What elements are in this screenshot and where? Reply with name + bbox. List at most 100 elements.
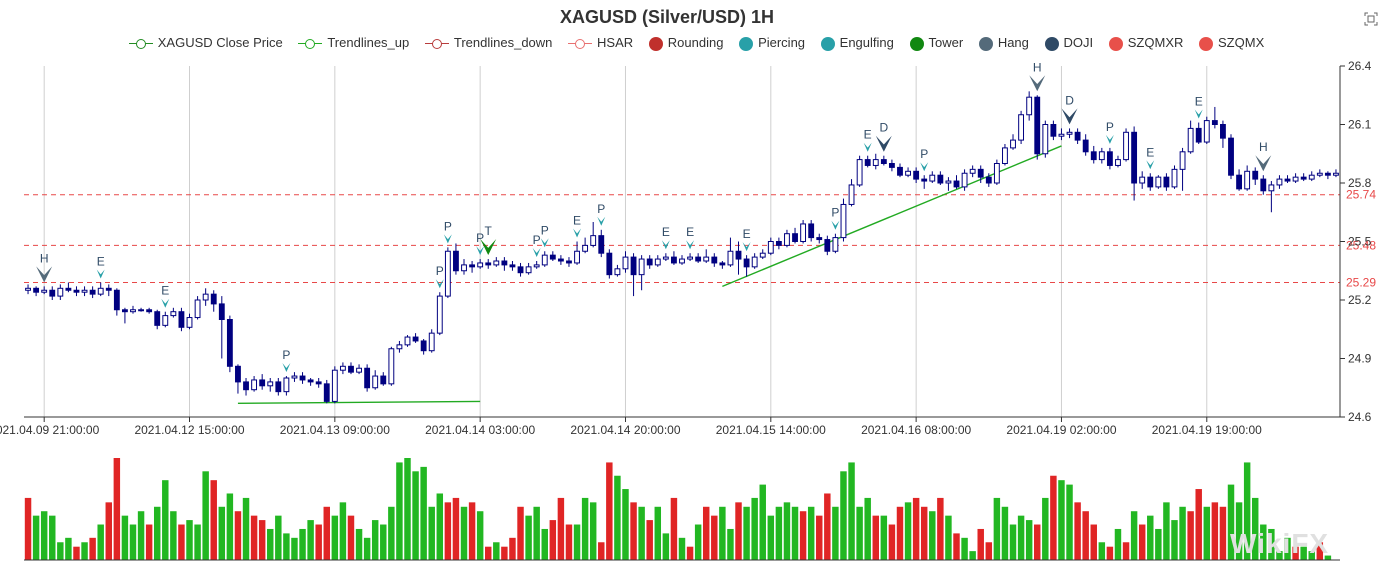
pattern-marker-piercing [532,248,541,257]
candle-body [848,184,855,205]
volume-bar [1058,480,1065,560]
volume-bar [501,546,508,560]
candle-body [283,377,290,393]
legend-item-trendlines-up[interactable]: Trendlines_up [298,35,409,50]
candle-body [541,254,548,266]
candle-body [921,178,928,182]
volume-bar [888,524,896,560]
legend-item-tower[interactable]: Tower [909,35,964,51]
legend-item-close-price[interactable]: XAGUSD Close Price [128,35,283,50]
grid-lines [43,66,1208,417]
axes: 2021.04.09 21:00:00 2021.04.12 15:00:00 20… [0,59,1372,437]
volume-bar [896,506,904,560]
volume-bar [719,506,726,560]
volume-bar [339,502,347,560]
volume-bar [355,528,363,560]
restore-icon[interactable] [1364,12,1378,26]
volume-bar [291,537,298,560]
volume-bar [694,524,702,560]
candle-body [420,340,427,352]
candle-body [566,260,572,264]
trendline-up [237,400,481,405]
legend-item-doji[interactable]: DOJI [1044,35,1093,51]
pattern-marker-label: P [476,231,484,245]
candle-body [178,311,185,328]
candle-body [533,264,540,268]
pattern-marker-hang [36,266,53,283]
volume-bar [1171,520,1178,560]
pattern-marker-label: E [573,214,581,228]
candle-body [138,309,144,312]
legend-item-szqmx[interactable]: SZQMX [1199,35,1264,51]
x-tick-label: 2021.04.14 03:00:00 [425,423,535,437]
candle-body [856,159,863,186]
volume-bar [743,506,750,560]
candle-body [1284,178,1291,182]
candle-body [1220,124,1226,139]
volume-bar [807,506,815,560]
candle-body [275,381,282,393]
volume-bar [1276,551,1283,560]
volume-bar [452,497,460,560]
volume-bar [969,551,976,560]
hsar-label: 25.74 [1346,188,1376,202]
legend-item-szqmxr[interactable]: SZQMXR [1108,35,1184,51]
legend-item-hsar[interactable]: HSAR [568,35,633,50]
volume-bar [218,506,226,560]
candle-body [1211,120,1218,125]
candle-body [590,235,597,246]
volume-bar [121,515,129,560]
pattern-marker-label: P [533,233,541,247]
volume-bar [57,542,64,560]
volume-bar [1308,551,1315,560]
legend-item-hang[interactable]: Hang [978,35,1029,51]
pattern-marker-label: H [40,251,49,265]
legend-item-rounding[interactable]: Rounding [648,35,723,51]
candle-body [1115,159,1121,166]
legend-label: SZQMXR [1127,35,1184,50]
volume-bar [299,528,306,560]
candle-body [1082,139,1089,153]
volume-bar [775,506,783,560]
candle-body [388,348,395,385]
candle-body [945,180,952,184]
legend-label: HSAR [597,35,634,50]
candle-body [1276,178,1283,186]
legend-item-trendlines-down[interactable]: Trendlines_down [424,35,552,50]
volume-bar [32,515,40,560]
candle-body [509,264,516,268]
volume-bar [1163,502,1170,560]
candle-body [1228,137,1234,176]
volume-bar [1284,537,1291,560]
legend-item-piercing[interactable]: Piercing [739,35,805,51]
candle-body [977,168,984,178]
pattern-marker-label: E [662,225,670,239]
volume-bar [767,515,775,560]
x-tick-label: 2021.04.13 09:00:00 [280,423,390,437]
hsar-label: 25.29 [1346,275,1376,289]
volume-bar [541,528,548,560]
pattern-marker-label: T [485,224,493,238]
volume-bar [832,506,839,560]
volume-bar [412,471,419,560]
trendlines [237,145,1062,405]
candle-body [428,332,435,352]
candle-body [1018,114,1025,141]
candle-body [622,256,629,270]
volume-bar [1195,489,1202,560]
legend-label: Hang [997,35,1029,50]
legend-label: Tower [928,35,964,50]
volume-bar [1122,542,1130,560]
candle-body [130,309,136,313]
candle-body [218,303,225,320]
volume-bar [1138,524,1146,560]
candle-body [759,252,766,258]
volume-bar [840,471,847,560]
volume-bar [105,502,113,560]
volume-bar [1251,497,1259,560]
candle-body [41,289,48,293]
volume-bar [468,502,476,560]
volume-bar [145,524,153,560]
legend-item-engulfing[interactable]: Engulfing [820,35,894,51]
